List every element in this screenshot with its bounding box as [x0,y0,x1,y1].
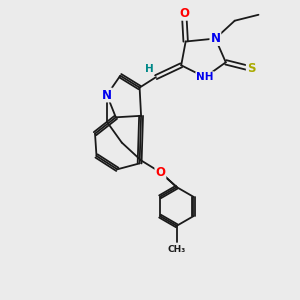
Text: CH₃: CH₃ [168,244,186,253]
Text: H: H [145,64,154,74]
Text: O: O [179,7,189,20]
Text: N: N [102,88,112,101]
Text: NH: NH [196,72,214,82]
Text: S: S [247,62,255,75]
Text: N: N [210,32,220,45]
Text: O: O [155,166,165,179]
